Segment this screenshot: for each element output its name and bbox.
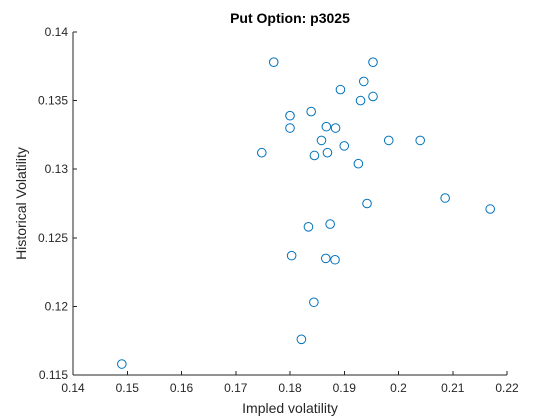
scatter-point xyxy=(330,254,340,265)
x-tick-label: 0.2 xyxy=(390,381,407,395)
y-axis-label: Historical Volatility xyxy=(13,147,29,260)
x-tick-label: 0.19 xyxy=(333,381,357,395)
y-tick-label: 0.125 xyxy=(38,231,68,245)
x-tick-label: 0.16 xyxy=(170,381,194,395)
y-tick-label: 0.12 xyxy=(45,299,69,313)
y-tick-label: 0.14 xyxy=(45,25,69,39)
x-tick-label: 0.15 xyxy=(116,381,140,395)
scatter-point xyxy=(268,57,279,67)
scatter-point xyxy=(309,150,320,161)
scatter-point xyxy=(296,334,307,345)
x-tick-label: 0.21 xyxy=(441,381,465,395)
data-points xyxy=(117,57,495,369)
chart-title: Put Option: p3025 xyxy=(230,10,350,26)
scatter-point xyxy=(362,198,372,209)
plot-area xyxy=(73,32,507,375)
scatter-point xyxy=(322,147,333,158)
y-tick-label: 0.135 xyxy=(38,94,68,108)
scatter-point xyxy=(309,297,319,308)
scatter-point xyxy=(325,219,335,229)
y-axis-ticks: 0.115 0.12 0.125 0.13 0.135 0.14 xyxy=(38,25,77,382)
scatter-point xyxy=(303,222,314,232)
scatter-point xyxy=(321,253,331,264)
scatter-point xyxy=(285,110,295,121)
scatter-point xyxy=(285,123,295,133)
scatter-point xyxy=(256,147,267,158)
scatter-point xyxy=(358,76,369,87)
x-tick-label: 0.18 xyxy=(278,381,302,395)
scatter-point xyxy=(316,135,327,146)
y-tick-label: 0.13 xyxy=(45,162,69,176)
x-axis-ticks: 0.14 0.15 0.16 0.17 0.18 0.19 0.2 0.21 0.22 xyxy=(61,371,519,395)
scatter-point xyxy=(339,141,350,151)
scatter-point xyxy=(117,359,127,369)
scatter-point xyxy=(335,84,346,95)
x-tick-label: 0.17 xyxy=(224,381,248,395)
x-tick-label: 0.14 xyxy=(61,381,85,395)
scatter-point xyxy=(286,250,297,261)
scatter-point xyxy=(306,106,316,117)
scatter-point xyxy=(368,91,378,102)
scatter-point xyxy=(355,95,366,106)
scatter-point xyxy=(353,158,364,169)
scatter-point xyxy=(485,204,495,214)
scatter-point xyxy=(321,121,332,132)
y-tick-label: 0.115 xyxy=(39,368,68,382)
scatter-point xyxy=(330,123,341,133)
scatter-point xyxy=(383,135,394,146)
scatter-point xyxy=(368,57,378,67)
x-axis-label: Impled volatility xyxy=(242,400,338,416)
scatter-point xyxy=(415,135,426,146)
x-tick-label: 0.22 xyxy=(495,381,519,395)
scatter-point xyxy=(440,193,450,203)
